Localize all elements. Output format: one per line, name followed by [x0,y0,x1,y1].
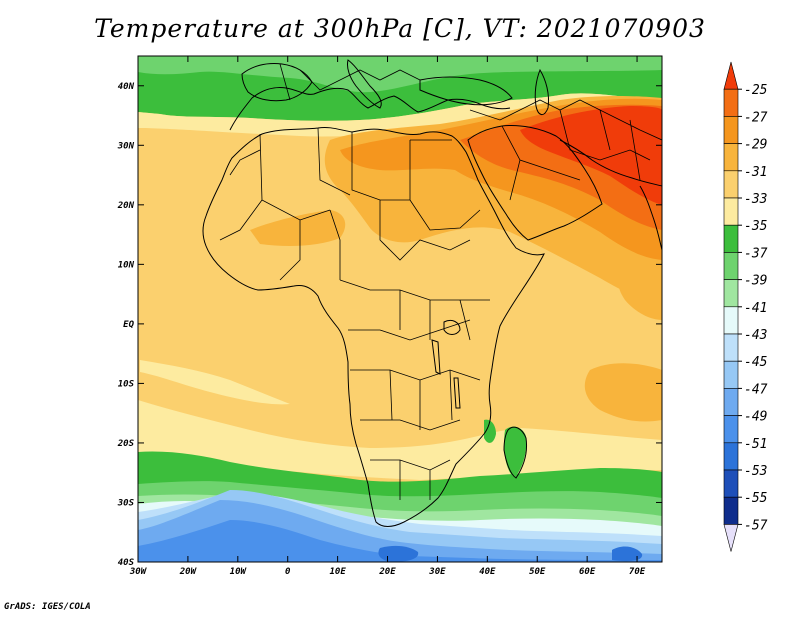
colorbar-swatch [723,333,739,362]
colorbar-label: -25 [744,83,768,98]
colorbar-swatch [723,197,739,226]
colorbar-label: -53 [744,464,767,479]
credit-text: GrADS: IGES/COLA [4,602,91,612]
field-band-south-pale [138,400,662,480]
lon-tick-label: 0 [285,567,291,577]
colorbar-swatch [723,306,739,335]
plot-frame [137,55,663,563]
iran-coastline [559,139,662,187]
lon-tick-label: 20E [378,567,396,577]
lat-tick-label: 30S [117,498,135,508]
colorbar-swatch [723,170,739,199]
field-indian-ocean-31 [584,363,662,422]
lon-tick-label: 10E [329,567,346,577]
colorbar: -25 -27 -29 -31 -33 -35 -37 -39 -41 -43 -45 -47 -49 -… [723,61,768,552]
lake-tanganyika [431,339,441,375]
africa-coastline [202,127,545,527]
colorbar-label: -49 [744,410,767,425]
colorbar-swatch [723,360,739,389]
lon-tick-label: 40E [479,567,496,577]
colorbar-label: -35 [744,219,768,234]
colorbar-label: -39 [744,274,767,289]
field-madagascar-green [504,426,527,478]
lon-tick-label: 70E [629,567,646,577]
field-band-south-blue51 [138,520,662,562]
lon-tick-label: 30E [428,567,446,577]
lon-tick-label: 50E [529,567,546,577]
colorbar-swatch [723,496,739,525]
lon-tick-label: 20W [179,567,198,577]
colorbar-swatch [723,388,739,416]
lat-tick-label: 30N [117,141,135,151]
caspian-coastline [534,68,549,115]
colorbar-label: -33 [744,192,767,207]
map-title: Temperature at 300hPa [C], VT: 202107090… [94,14,706,43]
coastlines [202,59,662,527]
lat-tick-label: 40S [118,558,135,568]
colorbar-top-arrow [723,61,739,90]
india-coastline [639,185,662,251]
lat-tick-label: 10S [118,379,135,389]
field-indian-ocean-31-b [617,269,662,320]
lat-tick-label: 40N [118,82,135,92]
colorbar-label: -43 [744,328,767,343]
colorbar-swatch [723,224,739,253]
field-band-25 [520,106,662,205]
colorbar-label: -31 [744,165,767,180]
lon-tick-label: 10W [230,567,248,577]
colorbar-label: -51 [744,437,767,452]
colorbar-swatch [723,415,739,444]
italy-coastline [347,59,382,109]
field-eastcoast-green [484,419,496,443]
lat-tick-label: 20N [117,201,135,211]
field-band-north-lightgreen [138,56,662,93]
latitude-axis: 40N 30N 20N 10N EQ 10S 20S 30S 40S [117,82,662,568]
colorbar-swatch [723,442,739,471]
colorbar-label: -37 [744,246,768,261]
longitude-axis: 30W 20W 10W 0 10E 20E 30E 40E 50E 60E 70E [129,56,646,577]
field-atlantic-pale [140,360,290,405]
colorbar-swatch [723,143,739,172]
colorbar-bottom-arrow [723,524,739,552]
madagascar-coastline [503,426,527,479]
lake-victoria [443,319,461,335]
colorbar-swatch [723,469,739,498]
colorbar-label: -27 [744,110,768,125]
colorbar-label: -41 [744,301,767,316]
colorbar-label: -29 [744,138,767,153]
iberia-coastline [241,63,313,102]
arabia-coastline [467,125,603,241]
field-band-south-blue53 [378,545,419,562]
colorbar-swatch [723,116,739,144]
colorbar-swatch [723,88,739,117]
colorbar-label: -55 [744,491,768,506]
lat-tick-label: EQ [123,320,134,330]
colorbar-label: -47 [744,382,768,397]
lon-tick-label: 30W [129,567,148,577]
lat-tick-label: 10N [118,260,135,270]
country-borders [219,63,662,500]
lon-tick-label: 60E [579,567,596,577]
turkey-coastline [419,76,513,106]
field-band-south-blue53-east [612,546,643,562]
colorbar-swatch [723,252,739,280]
colorbar-label: -45 [744,355,768,370]
lat-tick-label: 20S [117,439,135,449]
colorbar-label: -57 [744,518,768,533]
lake-malawi [453,377,461,409]
colorbar-swatch [723,279,739,308]
europe-coastline [229,87,511,131]
field-band-31-west [250,210,346,246]
